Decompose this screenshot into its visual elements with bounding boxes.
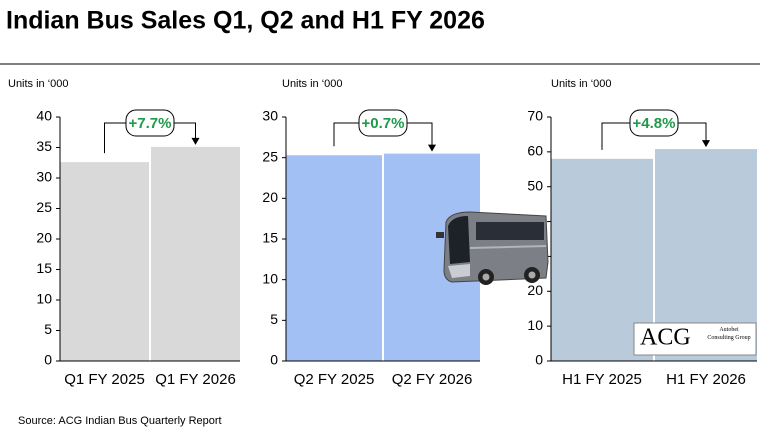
logo-name-box: Autobei Consulting Group <box>707 327 751 341</box>
y-tick-label: 0 <box>44 352 52 368</box>
change-arrow <box>428 144 436 152</box>
x-tick-label: Q2 FY 2026 <box>392 371 473 388</box>
page-title: Indian Bus Sales Q1, Q2 and H1 FY 2026 <box>6 7 485 35</box>
y-tick-label: 20 <box>527 282 543 298</box>
source: Source: ACG Indian Bus Quarterly Report <box>18 415 222 427</box>
units-label: Units in ‘000 <box>282 78 343 90</box>
y-tick-label: 0 <box>535 352 543 368</box>
y-tick-label: 5 <box>44 321 52 337</box>
change-arrow <box>191 137 200 145</box>
x-tick-label: Q2 FY 2025 <box>294 371 375 388</box>
y-tick-label: 20 <box>262 189 278 205</box>
y-tick-label: 60 <box>527 143 543 159</box>
logo: ACG Autobei Consulting Group <box>633 322 757 356</box>
subchart: Units in ‘000 Q2 FY 2025 Q2 FY 2026 0 5 10 15 2… <box>262 78 480 388</box>
y-tick-label: 70 <box>527 108 543 124</box>
change-arrow <box>702 140 710 148</box>
y-tick-label: 30 <box>262 108 278 124</box>
logo-name: Autobei Consulting Group <box>707 327 751 341</box>
y-tick-label: 15 <box>36 260 52 276</box>
y-tick-label: 10 <box>36 291 52 307</box>
subchart: Units in ‘000 Q1 FY 2025 Q1 FY 2026 0 5 10 15 2… <box>8 78 240 388</box>
x-tick-label: Q1 FY 2025 <box>64 371 145 388</box>
y-tick-label: 25 <box>36 199 52 215</box>
y-tick-label: 40 <box>36 108 52 124</box>
charts: Units in ‘000 Q1 FY 2025 Q1 FY 2026 0 5 10 15 2… <box>8 78 757 388</box>
y-tick-label: 10 <box>527 317 543 333</box>
bar <box>151 146 240 361</box>
change-label: +0.7% <box>362 115 405 132</box>
units-label: Units in ‘000 <box>551 78 612 90</box>
bar <box>286 155 382 361</box>
y-tick-label: 50 <box>527 177 543 193</box>
units-label: Units in ‘000 <box>8 78 69 90</box>
x-tick-label: H1 FY 2026 <box>666 371 746 388</box>
y-tick-label: 25 <box>262 148 278 164</box>
logo-mark: ACG <box>640 325 691 351</box>
bus-image <box>436 211 549 285</box>
change-label: +4.8% <box>633 115 676 132</box>
y-tick-label: 5 <box>270 311 278 327</box>
y-tick-label: 20 <box>36 230 52 246</box>
y-tick-label: 0 <box>270 352 278 368</box>
bar <box>60 162 149 361</box>
y-tick-label: 30 <box>36 169 52 185</box>
y-tick-label: 15 <box>262 230 278 246</box>
y-tick-label: 35 <box>36 138 52 154</box>
change-box <box>125 109 175 137</box>
x-tick-label: Q1 FY 2026 <box>155 371 236 388</box>
change-box <box>629 109 679 137</box>
y-tick-label: 10 <box>262 270 278 286</box>
change-box <box>358 109 408 137</box>
change-label: +7.7% <box>129 115 172 132</box>
x-tick-label: H1 FY 2025 <box>562 371 642 388</box>
